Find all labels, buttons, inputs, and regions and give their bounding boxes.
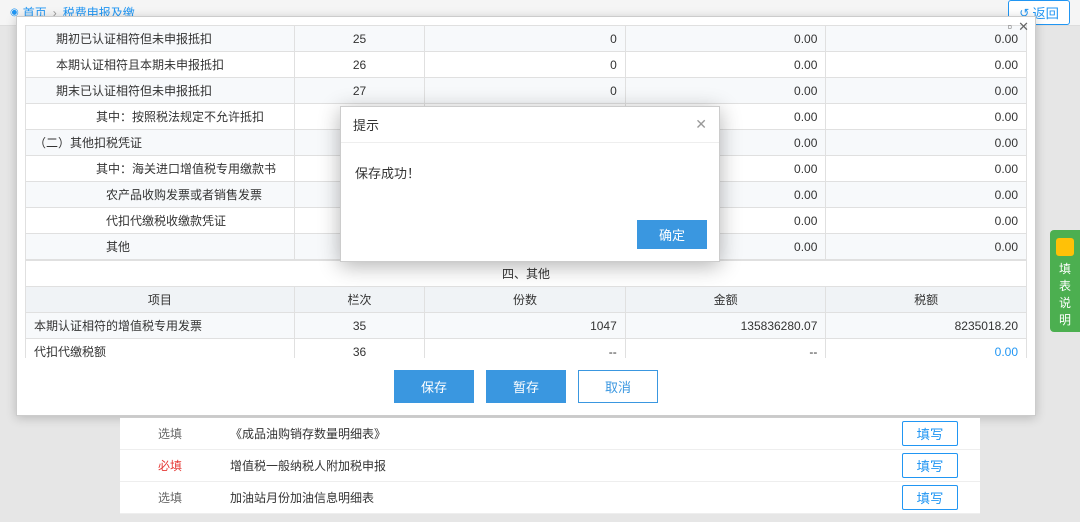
col-header-amount: 金额 (625, 287, 826, 313)
row-c5: 8235018.20 (826, 313, 1027, 339)
row-c4: 135836280.07 (625, 313, 826, 339)
fill-button[interactable]: 填写 (902, 421, 959, 446)
back-button-label: 返回 (1032, 3, 1059, 22)
form-tag: 选填 (130, 489, 210, 506)
cancel-button[interactable]: 取消 (578, 370, 658, 403)
row-lan: 27 (294, 78, 424, 104)
row-lan: 35 (294, 313, 424, 339)
row-c5: 0.00 (826, 156, 1027, 182)
section-title: 四、其他 (26, 261, 1027, 287)
row-label: 其他 (26, 234, 295, 260)
tax-table-lower: 四、其他 项目 栏次 份数 金额 税额 本期认证相符的增值税专用发票351047… (25, 260, 1027, 358)
row-c4: -- (625, 339, 826, 359)
form-tag: 必填 (130, 457, 210, 474)
table-row: 代扣代缴税额36----0.00 (26, 339, 1027, 359)
row-c3: 0 (425, 78, 626, 104)
form-name: 增值税一般纳税人附加税申报 (210, 457, 890, 474)
row-label: 期初已认证相符但未申报抵扣 (26, 26, 295, 52)
row-lan: 25 (294, 26, 424, 52)
bulb-icon (1056, 238, 1074, 256)
row-c5: 0.00 (826, 78, 1027, 104)
row-c4: 0.00 (625, 78, 826, 104)
modal-message: 保存成功！ (341, 143, 719, 212)
form-name: 《成品油购销存数量明细表》 (210, 425, 890, 442)
row-label: 期末已认证相符但未申报抵扣 (26, 78, 295, 104)
form-list-row: 选填《成品油购销存数量明细表》填写 (120, 418, 980, 450)
row-c5: 0.00 (826, 182, 1027, 208)
form-name: 加油站月份加油信息明细表 (210, 489, 890, 506)
row-c5: 0.00 (826, 26, 1027, 52)
col-header-tax: 税额 (826, 287, 1027, 313)
forms-list: 选填《成品油购销存数量明细表》填写必填增值税一般纳税人附加税申报填写选填加油站月… (120, 418, 980, 514)
form-list-row: 选填加油站月份加油信息明细表填写 (120, 482, 980, 514)
row-label: 农产品收购发票或者销售发票 (26, 182, 295, 208)
tempsave-button[interactable]: 暂存 (486, 370, 566, 403)
form-list-row: 必填增值税一般纳税人附加税申报填写 (120, 450, 980, 482)
form-tag: 选填 (130, 425, 210, 442)
row-label: 其中：海关进口增值税专用缴款书 (26, 156, 295, 182)
col-header-lan: 栏次 (294, 287, 424, 313)
table-row: 期末已认证相符但未申报抵扣2700.000.00 (26, 78, 1027, 104)
row-c5: 0.00 (826, 130, 1027, 156)
row-label: 本期认证相符的增值税专用发票 (26, 313, 295, 339)
row-c3: 0 (425, 26, 626, 52)
panel-close-icon[interactable]: ✕ (1018, 19, 1029, 35)
row-label: 代扣代缴税额 (26, 339, 295, 359)
table-row: 期初已认证相符但未申报抵扣2500.000.00 (26, 26, 1027, 52)
side-help-tab[interactable]: 填表说明 (1050, 230, 1080, 332)
row-c4: 0.00 (625, 52, 826, 78)
col-header-count: 份数 (425, 287, 626, 313)
col-header-item: 项目 (26, 287, 295, 313)
row-c5: 0.00 (826, 104, 1027, 130)
success-modal: 提示 ✕ 保存成功！ 确定 (340, 106, 720, 262)
side-help-label: 填表说明 (1059, 262, 1071, 327)
modal-ok-button[interactable]: 确定 (637, 220, 707, 249)
panel-minimize-icon[interactable]: ▫ (1007, 19, 1012, 35)
row-c3: 0 (425, 52, 626, 78)
save-button[interactable]: 保存 (394, 370, 474, 403)
table-row: 本期认证相符且本期未申报抵扣2600.000.00 (26, 52, 1027, 78)
row-label: （二）其他扣税凭证 (26, 130, 295, 156)
action-bar: 保存 暂存 取消 (17, 358, 1035, 415)
row-label: 本期认证相符且本期未申报抵扣 (26, 52, 295, 78)
modal-close-icon[interactable]: ✕ (695, 116, 707, 133)
row-lan: 26 (294, 52, 424, 78)
row-label: 代扣代缴税收缴款凭证 (26, 208, 295, 234)
row-lan: 36 (294, 339, 424, 359)
fill-button[interactable]: 填写 (902, 453, 959, 478)
row-c3: 1047 (425, 313, 626, 339)
row-c5: 0.00 (826, 234, 1027, 260)
row-c5: 0.00 (826, 52, 1027, 78)
row-c5: 0.00 (826, 208, 1027, 234)
table-row: 本期认证相符的增值税专用发票351047135836280.078235018.… (26, 313, 1027, 339)
modal-title: 提示 (353, 115, 379, 134)
row-c4: 0.00 (625, 26, 826, 52)
panel-window-controls: ▫ ✕ (1007, 19, 1029, 35)
fill-button[interactable]: 填写 (902, 485, 959, 510)
row-c5[interactable]: 0.00 (826, 339, 1027, 359)
row-label: 其中：按照税法规定不允许抵扣 (26, 104, 295, 130)
row-c3: -- (425, 339, 626, 359)
